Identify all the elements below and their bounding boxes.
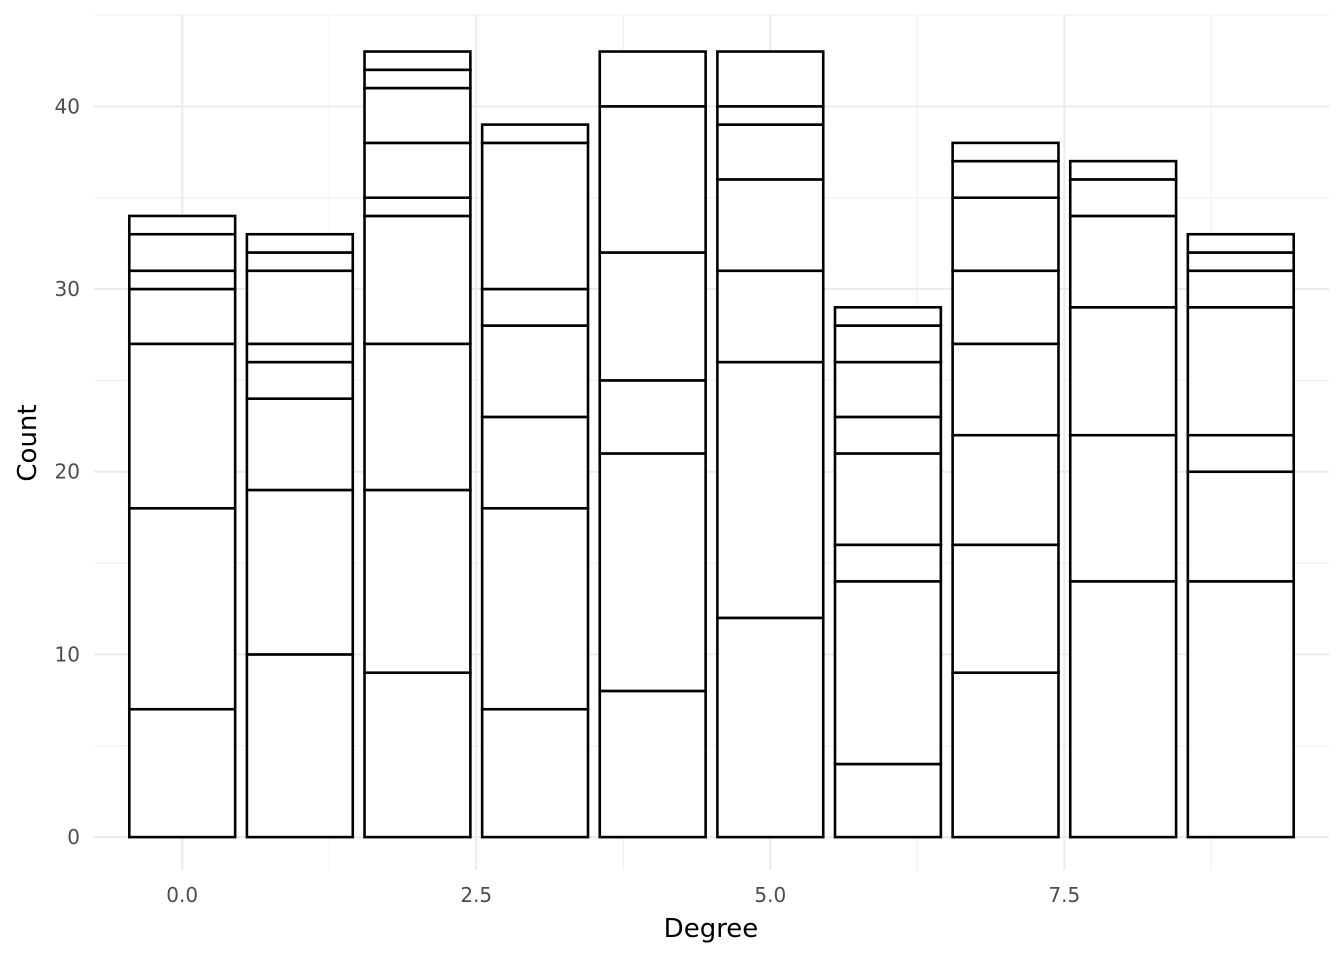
bar-segment [245,488,355,656]
bar-segment [363,214,472,346]
bar-segment [245,232,355,254]
bar-segment [833,324,943,364]
y-tick-label: 0 [67,825,80,849]
x-tick-label: 0.0 [166,883,198,907]
bar-segment [1186,580,1296,839]
bar-segment [1186,306,1296,437]
bar-segment [245,269,355,346]
bar-segment [127,269,237,291]
bar-segment [127,214,237,236]
bar-segment [363,141,472,199]
bar-0 [127,214,237,839]
bar-segment [833,306,943,327]
bar-segment [1068,433,1178,583]
bar-2 [363,50,472,839]
bar-segment [716,50,825,108]
bar-segment [833,415,943,455]
y-tick-label: 40 [55,94,80,118]
bar-segment [127,232,237,273]
bar-segment [245,342,355,364]
bar-segment [363,196,472,218]
bar-segment [480,123,590,145]
bar-segment [598,379,707,455]
bar-6 [833,306,943,839]
bar-segment [951,159,1060,199]
bar-segment [951,141,1060,163]
bar-segment [833,580,943,766]
bar-segment [363,488,472,674]
x-axis-title: Degree [664,914,759,944]
bar-segment [951,671,1060,839]
bar-5 [716,50,825,839]
y-tick-label: 20 [55,460,80,484]
bar-segment [716,616,825,839]
bar-segment [245,397,355,492]
bar-segment [363,671,472,839]
bar-segment [598,452,707,693]
bar-segment [833,360,943,419]
bar-4 [598,50,707,839]
bar-segment [716,105,825,126]
bar-segment [127,342,237,510]
x-tick-label: 2.5 [460,883,492,907]
bar-segment [598,689,707,839]
bar-segment [716,269,825,364]
x-tick-label: 7.5 [1048,883,1080,907]
bar-segment [1186,470,1296,583]
bar-segment [1068,580,1178,839]
bar-8 [1068,159,1178,839]
bar-segment [480,415,590,510]
bar-segment [127,506,237,711]
bar-segment [833,543,943,583]
bar-3 [480,123,590,839]
bar-segment [127,707,237,839]
y-tick-label: 30 [55,277,80,301]
y-axis-title: Count [13,404,43,481]
x-tick-label: 5.0 [754,883,786,907]
bar-segment [480,324,590,419]
bar-segment [363,342,472,492]
bar-7 [951,141,1060,839]
bar-segment [716,360,825,620]
bar-segment [833,762,943,839]
bar-segment [1186,251,1296,273]
bar-segment [598,50,707,108]
bar-segment [480,506,590,711]
bar-segment [245,360,355,400]
bars [127,50,1296,839]
bar-segment [245,653,355,839]
bar-segment [245,251,355,273]
bar-9 [1186,232,1296,839]
bar-segment [1068,159,1178,181]
bar-segment [1068,214,1178,309]
bar-segment [951,433,1060,547]
bar-segment [1186,232,1296,254]
bar-segment [951,342,1060,437]
bar-segment [1186,433,1296,474]
bar-segment [480,141,590,291]
bar-segment [598,251,707,382]
bar-segment [1186,269,1296,309]
bar-segment [716,123,825,181]
bar-segment [951,196,1060,273]
bar-segment [363,68,472,90]
bar-segment [598,105,707,254]
bar-1 [245,232,355,839]
bar-segment [833,452,943,547]
bar-segment [363,50,472,72]
bar-segment [716,178,825,273]
bar-segment [1068,178,1178,218]
y-tick-label: 10 [55,642,80,666]
bar-segment [951,269,1060,346]
bar-segment [951,543,1060,674]
bar-segment [127,287,237,346]
bar-segment [480,287,590,327]
bar-segment [1068,306,1178,437]
bar-segment [480,707,590,839]
bar-segment [363,86,472,145]
tick-labels: 0.0 2.5 5.0 7.5 0 10 20 30 40 [55,94,1081,907]
